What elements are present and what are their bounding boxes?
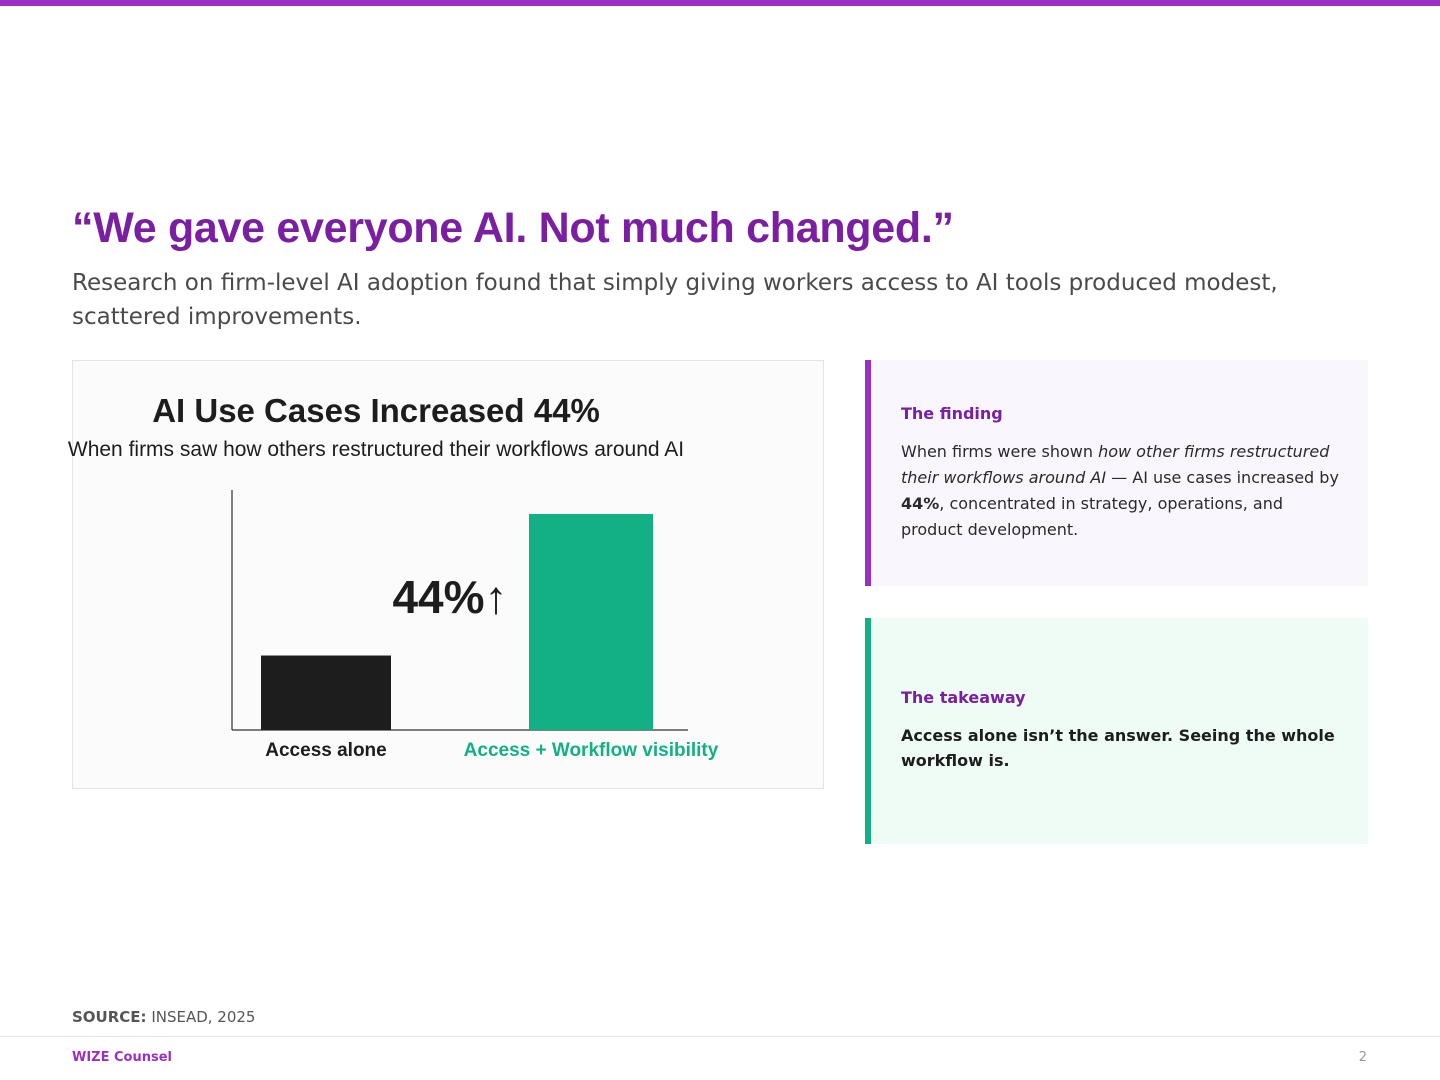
x-tick-label: Access + Workflow visibility [464, 740, 719, 761]
finding-text-bold: 44% [901, 494, 940, 513]
chart-panel [72, 360, 824, 789]
finding-text-part: When firms were shown [901, 442, 1099, 461]
takeaway-text: Access alone isn’t the answer. Seeing th… [901, 726, 1335, 770]
source-citation: SOURCE: INSEAD, 2025 [72, 1008, 255, 1026]
finding-label: The finding [901, 404, 1003, 423]
finding-text-italic: how other firms restructured their workf… [901, 442, 1330, 487]
brand-name: WIZE Counsel [72, 1050, 173, 1065]
chart-title: AI Use Cases Increased 44% [152, 392, 600, 429]
finding-card: The finding When firms were shown how ot… [865, 360, 1368, 586]
page-number: 2 [1358, 1050, 1367, 1065]
chart-subtitle: When firms saw how others restructured t… [67, 438, 685, 461]
bar-chart: Access alone Access + Workflow visibility… [231, 490, 719, 761]
finding-text: When firms were shown how other firms re… [901, 439, 1340, 543]
slide-headline: “We gave everyone AI. Not much changed.” [72, 204, 954, 252]
finding-text-part: — AI use cases increased by [1106, 468, 1339, 487]
source-text: INSEAD, 2025 [146, 1008, 256, 1026]
bar-access-alone [261, 655, 391, 730]
footer-divider [0, 1036, 1440, 1037]
increase-annotation: 44%↑ [392, 571, 507, 623]
finding-text-part: , concentrated in strategy, operations, … [901, 494, 1283, 539]
top-accent-bar [0, 0, 1440, 6]
takeaway-label: The takeaway [901, 688, 1026, 707]
bar-access-workflow-visibility [529, 514, 653, 730]
slide-subtitle: Research on firm-level AI adoption found… [72, 270, 1278, 330]
source-label: SOURCE: [72, 1008, 147, 1026]
takeaway-card: The takeaway Access alone isn’t the answ… [865, 618, 1368, 844]
x-tick-label: Access alone [265, 740, 386, 761]
